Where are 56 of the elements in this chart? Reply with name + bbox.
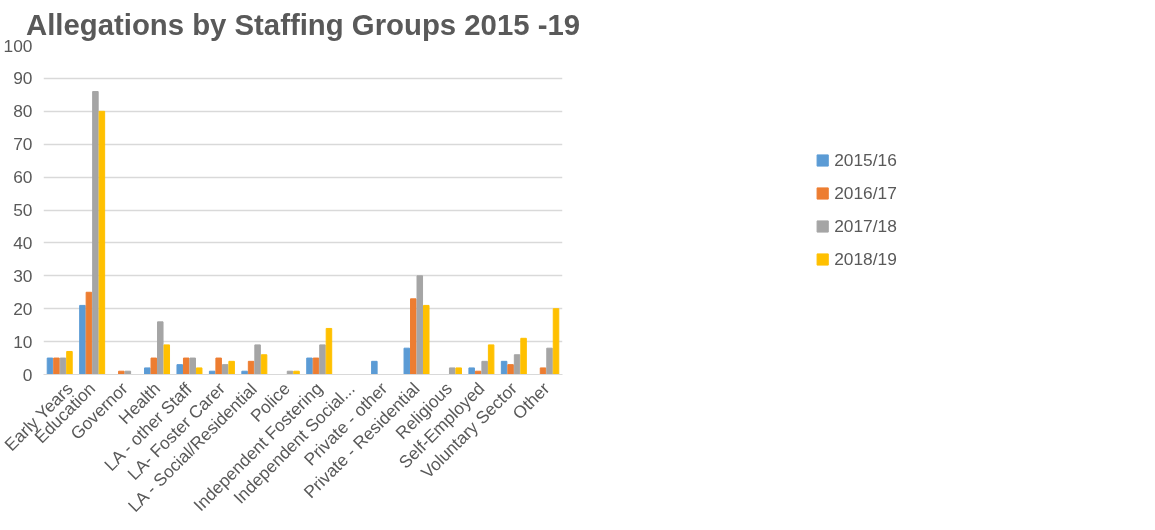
- legend-label: 2016/17: [834, 182, 897, 204]
- y-tick-label: 40: [13, 232, 33, 253]
- bar: [254, 344, 261, 375]
- bar: [182, 357, 190, 375]
- bar: [59, 357, 67, 375]
- legend-label: 2015/16: [834, 149, 897, 171]
- bar: [189, 357, 196, 375]
- bar: [46, 357, 54, 375]
- bar: [319, 344, 326, 375]
- bar: [306, 357, 313, 375]
- y-tick-label: 60: [13, 167, 33, 188]
- bar: [410, 298, 417, 375]
- bar: [423, 304, 430, 375]
- y-tick-label: 30: [13, 265, 33, 286]
- bar: [195, 367, 203, 375]
- bar: [163, 344, 171, 375]
- bar: [507, 364, 514, 375]
- bar: [546, 347, 553, 375]
- y-tick-label: 90: [13, 68, 33, 89]
- bar: [371, 360, 378, 375]
- bar: [98, 110, 106, 375]
- bar: [66, 350, 73, 375]
- bar: [150, 357, 158, 375]
- bar: [79, 304, 86, 375]
- bar: [260, 354, 268, 375]
- bar: [144, 367, 151, 375]
- y-tick-label: 10: [13, 331, 33, 352]
- legend-label: 2017/18: [834, 215, 897, 237]
- bar: [403, 347, 411, 375]
- bar: [539, 367, 547, 375]
- bar: [53, 357, 60, 375]
- bar: [416, 275, 424, 375]
- bar: [325, 327, 333, 375]
- bar: [85, 291, 93, 375]
- y-tick-label: 80: [13, 101, 33, 122]
- bar: [520, 337, 527, 375]
- bar: [513, 354, 521, 375]
- bar: [500, 360, 508, 375]
- bar: [92, 91, 99, 375]
- bar: [455, 367, 462, 375]
- y-tick-label: 70: [13, 134, 33, 155]
- y-tick-label: 50: [13, 200, 33, 220]
- bar: [552, 308, 560, 375]
- bar: [176, 364, 183, 375]
- bar: [468, 367, 475, 375]
- y-tick-label: 20: [13, 298, 33, 319]
- bar: [481, 360, 488, 375]
- bar: [215, 357, 222, 375]
- bar: [228, 360, 235, 375]
- legend-label: 2018/19: [834, 248, 897, 270]
- bar: [221, 364, 229, 375]
- bar: [487, 344, 495, 375]
- y-tick-label: 0: [22, 364, 33, 385]
- bar: [448, 367, 456, 375]
- bar: [157, 321, 164, 375]
- bar: [312, 357, 320, 375]
